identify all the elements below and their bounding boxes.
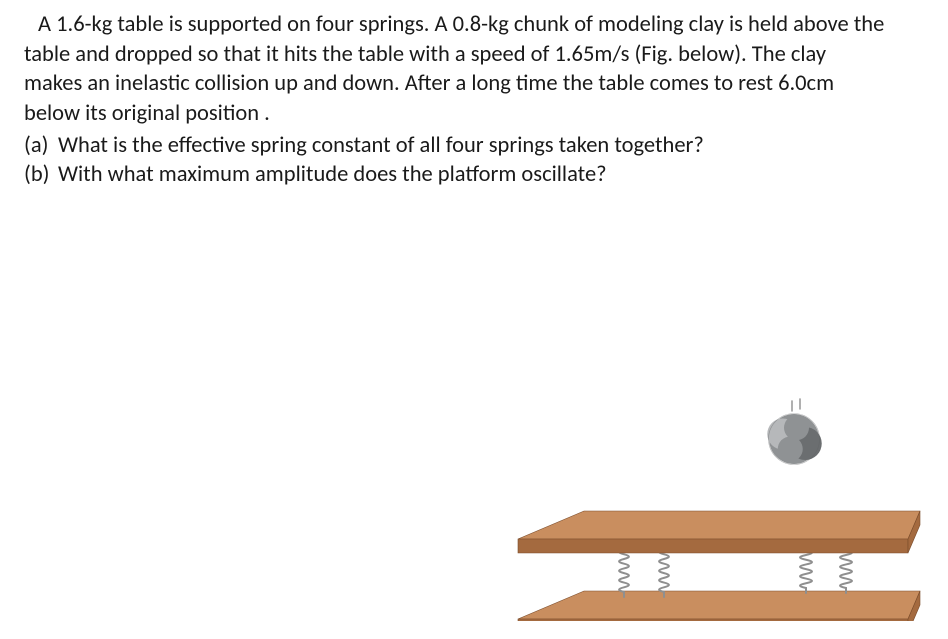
part-question: With what maximum amplitude does the pla… xyxy=(58,160,930,190)
problem-statement: A 1.6-kg table is supported on four spri… xyxy=(24,10,930,190)
intro-line: table and dropped so that it hits the ta… xyxy=(24,40,930,70)
part-label: (a) xyxy=(24,131,58,161)
intro-line: A 1.6-kg table is supported on four spri… xyxy=(24,10,930,40)
figure-svg xyxy=(506,361,926,621)
figure xyxy=(506,361,926,621)
intro-line: below its original position . xyxy=(24,99,930,129)
part-label: (b) xyxy=(24,160,58,190)
page: A 1.6-kg table is supported on four spri… xyxy=(0,0,948,639)
part-a: (a) What is the effective spring constan… xyxy=(24,131,930,161)
part-b: (b) With what maximum amplitude does the… xyxy=(24,160,930,190)
question-parts: (a) What is the effective spring constan… xyxy=(24,131,930,190)
intro-line: makes an inelastic collision up and down… xyxy=(24,69,930,99)
part-question: What is the effective spring constant of… xyxy=(58,131,930,161)
